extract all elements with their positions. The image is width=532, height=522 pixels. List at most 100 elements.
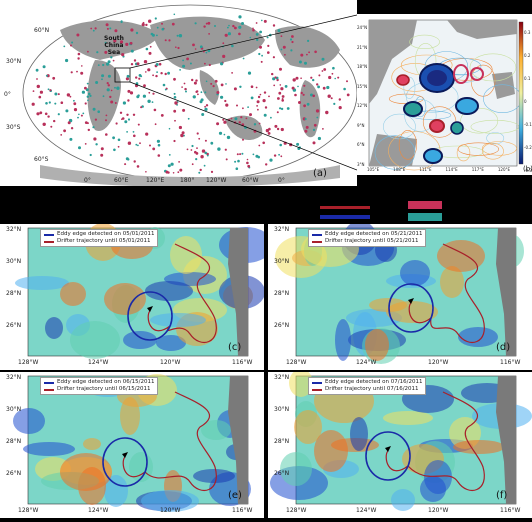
eddy-dot: [76, 70, 78, 73]
eddy-dot: [53, 119, 56, 123]
eddy-dot: [39, 90, 44, 94]
eddy-dot: [173, 109, 177, 113]
sla-blob: [365, 329, 389, 361]
eddy-dot: [167, 164, 171, 168]
sla-blob: [23, 442, 75, 456]
eddy-dot: [97, 110, 100, 113]
eddy-dot: [280, 48, 283, 51]
eddy-dot: [334, 77, 337, 80]
eddy-dot: [112, 136, 115, 140]
drifter-trajectory: [147, 243, 217, 343]
scs-lon-ticks: 105°E 108°E 111°E 114°E 117°E 120°E: [367, 167, 510, 172]
eddy-dot: [242, 138, 244, 141]
eddy-dot: [258, 52, 261, 56]
eddy-dot: [105, 114, 108, 117]
eddy-edge: [127, 291, 173, 341]
eddy-dot: [182, 64, 186, 68]
eddy-dot: [132, 113, 136, 117]
eddy-dot: [155, 74, 158, 78]
eddy-dot: [168, 39, 171, 42]
eddy-dot: [195, 79, 198, 82]
eddy-dot: [198, 137, 201, 140]
eddy-dot: [175, 46, 177, 48]
lat-tick: 9°N: [357, 122, 365, 128]
eddy-dot: [189, 62, 192, 65]
lat-tick: 18°N: [357, 64, 368, 69]
eddy-dot: [161, 27, 165, 31]
eddy-dot: [133, 59, 137, 62]
eddy-dot: [48, 101, 51, 104]
colorbar: [518, 21, 524, 165]
eddy-dot: [57, 93, 60, 96]
lon-tick: 128°W: [286, 359, 307, 366]
eddy-dot: [177, 46, 180, 50]
eddy-dot: [97, 64, 100, 66]
eddy-dot: [278, 91, 282, 95]
eddy-dot: [121, 117, 125, 120]
eddy-dot: [323, 68, 327, 71]
eddy-dot: [310, 93, 313, 97]
eddy-dot: [42, 122, 46, 127]
eddy-dot: [168, 154, 171, 156]
eddy-dot: [135, 76, 138, 79]
sla-blob: [150, 313, 206, 327]
lon-tick: 120°W: [160, 359, 181, 366]
sla-blob: [193, 469, 235, 483]
eddy-dot: [198, 171, 201, 174]
eddy-dot: [199, 168, 202, 172]
eddy-dot: [130, 28, 134, 32]
eddy-dot: [156, 26, 159, 29]
eddy-dot: [236, 104, 238, 107]
eddy-dot: [167, 71, 171, 75]
eddy-dot: [204, 105, 207, 108]
eddy-dot: [205, 104, 209, 107]
panel-legend: Eddy edge detected on 07/16/2011 Drifter…: [308, 377, 427, 395]
eddy-dot: [105, 23, 109, 27]
eddy-dot: [155, 63, 159, 66]
cbar-tick: -0.2: [524, 145, 532, 150]
eddy-dot: [160, 114, 164, 117]
eddy-dot: [106, 82, 109, 85]
eddy-dot: [267, 51, 270, 54]
scs-colorbar-ticks: 0.3 0.2 0.1 0 -0.1 -0.2 -0.3: [524, 21, 532, 182]
eddy-dot: [242, 57, 245, 60]
eddy-dot: [239, 153, 242, 156]
eddy-dot: [121, 53, 125, 57]
lat-tick: 28°N: [274, 438, 290, 445]
eddy-dot: [291, 86, 295, 90]
eddy-dot: [147, 99, 151, 104]
eddy-dot: [87, 128, 91, 132]
sla-blob: [350, 417, 368, 451]
legend-edge-label: Eddy edge detected on 05/01/2011: [57, 231, 155, 237]
eddy-dot: [173, 92, 176, 95]
eddy-dot: [199, 100, 203, 104]
lat-tick: 30°N: [6, 258, 22, 265]
eddy-dot: [186, 148, 189, 151]
lon-label-180: 180°: [180, 177, 195, 184]
eddy-dot: [196, 147, 198, 150]
eddy-dot: [60, 101, 64, 104]
eddy-dot: [258, 122, 261, 125]
eddy-dot: [120, 20, 123, 23]
eddy-dot: [69, 137, 73, 141]
eddy-dot: [281, 99, 285, 102]
eddy-dot: [107, 60, 111, 64]
eddy-dot: [125, 42, 129, 47]
eddy-dot: [39, 111, 43, 115]
eddy-dot: [117, 138, 121, 142]
eddy-dot: [71, 41, 74, 44]
lat-tick: 32°N: [6, 374, 22, 381]
eddy-dot: [273, 154, 277, 157]
eddy-dot: [113, 39, 117, 43]
eddy-dot: [223, 120, 227, 124]
eddy-dot: [265, 128, 270, 133]
contour-line: [398, 130, 418, 160]
lon-tick: 128°W: [18, 507, 39, 514]
lon-label-0: 0°: [84, 177, 91, 184]
eddy-dot: [104, 41, 107, 44]
eddy-dot: [258, 144, 261, 147]
eddy-dot: [237, 159, 240, 163]
panel-tag-a: (a): [313, 168, 327, 179]
eddy-dot: [106, 88, 110, 92]
eddy-dot: [284, 53, 286, 56]
